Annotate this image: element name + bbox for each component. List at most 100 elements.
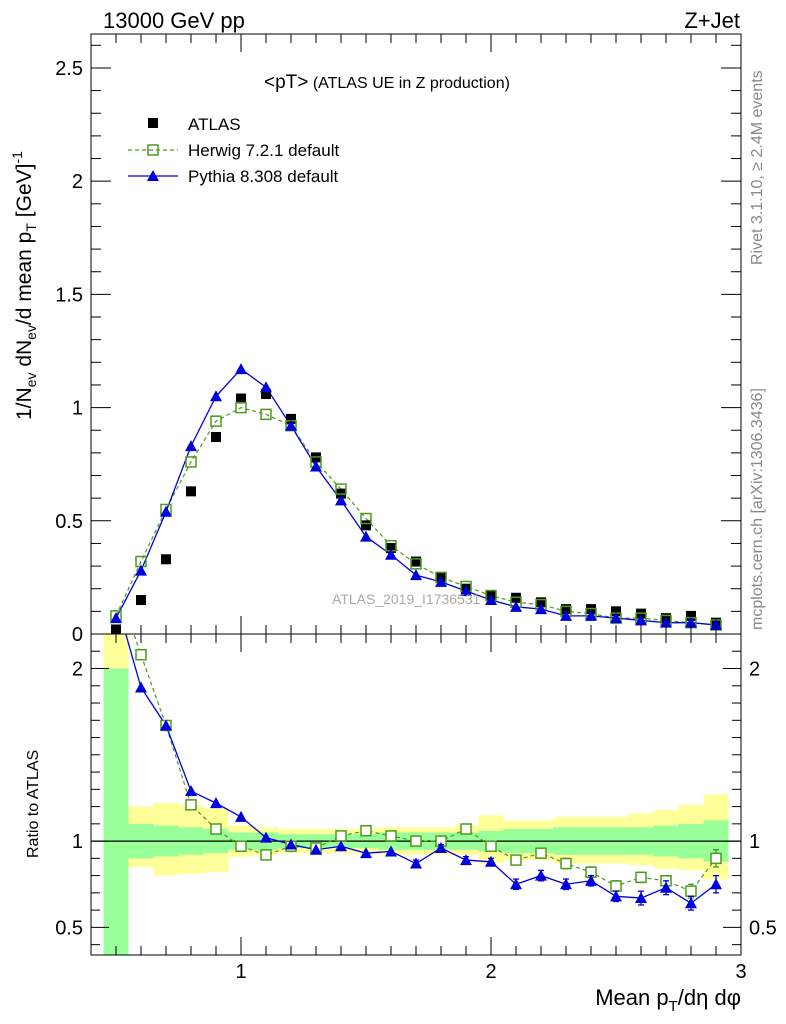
pythia-ratio-point bbox=[610, 890, 622, 902]
pythia-point bbox=[135, 564, 147, 576]
pythia-point bbox=[335, 494, 347, 506]
pythia-point bbox=[485, 594, 497, 606]
atlas-point bbox=[686, 610, 696, 621]
ratio-xtick-label: 1 bbox=[235, 961, 246, 983]
pythia-ratio-point bbox=[185, 785, 197, 797]
herwig-point bbox=[335, 483, 347, 495]
herwig-ratio-point bbox=[560, 857, 572, 870]
pythia-point bbox=[385, 548, 397, 560]
ratio-ylabel: Ratio to ATLAS bbox=[25, 750, 42, 858]
pythia-ratio-point bbox=[660, 881, 672, 893]
atlas-point bbox=[361, 520, 371, 531]
atlas-point bbox=[611, 606, 621, 617]
atlas-point bbox=[211, 432, 221, 443]
herwig-ratio-point bbox=[710, 852, 722, 865]
pythia-point bbox=[660, 616, 672, 628]
pythia-ratio-point bbox=[535, 869, 547, 881]
herwig-point bbox=[185, 456, 197, 468]
pythia-point bbox=[535, 603, 547, 615]
pythia-point bbox=[610, 612, 622, 624]
herwig-ratio-point bbox=[185, 799, 197, 811]
pythia-point bbox=[560, 609, 572, 621]
herwig-point bbox=[360, 512, 372, 525]
herwig-ratio-point bbox=[111, 577, 121, 587]
main-panel: ATLAS_2019_I1736531 0 0.5 1 1.5 2 2.5 <pT> (A… bbox=[9, 33, 742, 646]
herwig-ratio-point bbox=[385, 830, 397, 842]
ratio-ytick-label-right: 1 bbox=[749, 831, 760, 853]
pythia-point bbox=[110, 612, 122, 624]
ratio-ytick-label: 0.5 bbox=[55, 917, 83, 939]
mcplots-label: mcplots.cern.ch [arXiv:1306.3436] bbox=[749, 388, 766, 630]
herwig-ratio-point bbox=[260, 849, 272, 861]
herwig-ratio-point bbox=[460, 823, 472, 835]
ratio-ytick-label: 2 bbox=[72, 659, 83, 681]
watermark: ATLAS_2019_I1736531 bbox=[332, 591, 481, 607]
pythia-ratio-point bbox=[685, 897, 697, 909]
herwig-point bbox=[260, 408, 272, 421]
ratio-xtick-label: 2 bbox=[485, 961, 496, 983]
legend-atlas-label: ATLAS bbox=[188, 115, 241, 134]
pythia-point bbox=[710, 618, 722, 630]
pythia-ratio-point bbox=[560, 878, 572, 890]
legend-herwig-marker bbox=[147, 144, 159, 156]
main-ytick-label: 2.5 bbox=[55, 58, 83, 80]
pythia-ratio-point bbox=[435, 842, 447, 853]
pythia-point bbox=[360, 530, 372, 542]
atlas-point bbox=[261, 389, 271, 399]
pythia-ratio-point bbox=[635, 892, 647, 904]
herwig-ratio-point bbox=[360, 824, 372, 837]
legend-pythia-label: Pythia 8.308 default bbox=[188, 167, 339, 186]
atlas-point bbox=[136, 595, 146, 606]
herwig-ratio-point bbox=[135, 648, 147, 661]
pythia-ratio-point bbox=[360, 847, 372, 859]
pythia-ratio-point bbox=[485, 855, 497, 867]
herwig-point bbox=[235, 401, 247, 414]
main-ytick-label: 0 bbox=[72, 624, 83, 646]
herwig-ratio-point bbox=[510, 854, 522, 866]
ratio-panel: 0.5 0.5 1 1 2 2 1 2 3 Ratio to ATLAS Mean pT/dη … bbox=[25, 577, 777, 1015]
pythia-ratio-point bbox=[510, 878, 522, 890]
herwig-line bbox=[115, 406, 717, 626]
atlas-point bbox=[286, 413, 296, 424]
ratio-xtick-label: 3 bbox=[735, 961, 746, 983]
main-title: <pT> (ATLAS UE in Z production) bbox=[264, 72, 510, 93]
rivet-label: Rivet 3.1.10, ≥ 2.4M events bbox=[749, 70, 766, 265]
pythia-point bbox=[585, 609, 597, 621]
pythia-point bbox=[685, 616, 697, 628]
ratio-ytick-label: 1 bbox=[72, 831, 83, 853]
herwig-point bbox=[410, 558, 422, 570]
main-ylabel: 1/Nev dNev/d mean pT [GeV]-1 bbox=[9, 151, 39, 420]
herwig-ratio-point bbox=[610, 880, 622, 892]
pythia-ratio-point bbox=[110, 593, 122, 604]
ratio-frame bbox=[90, 633, 742, 956]
pythia-ratio-point bbox=[310, 843, 322, 855]
pythia-point bbox=[185, 440, 197, 452]
pythia-line bbox=[115, 368, 717, 626]
pythia-ratio-point bbox=[335, 840, 347, 852]
header-left: 13000 GeV pp bbox=[103, 8, 245, 33]
herwig-ratio-point bbox=[535, 847, 547, 859]
main-ytick-label: 2 bbox=[72, 171, 83, 193]
ratio-ytick-label-right: 2 bbox=[749, 659, 760, 681]
main-ytick-label: 1.5 bbox=[55, 284, 83, 306]
main-ytick-label: 1 bbox=[72, 398, 83, 420]
herwig-ratio-point bbox=[485, 840, 497, 853]
herwig-point bbox=[210, 415, 222, 427]
pythia-ratio-point bbox=[385, 845, 397, 857]
pythia-ratio-point bbox=[410, 857, 422, 869]
pythia-ratio-point bbox=[285, 838, 297, 850]
pythia-ratio-point bbox=[135, 681, 147, 693]
pythia-point bbox=[160, 505, 172, 517]
atlas-point bbox=[561, 604, 571, 615]
atlas-point bbox=[536, 597, 546, 608]
pythia-ratio-point bbox=[210, 797, 222, 809]
legend-pythia-marker bbox=[147, 170, 159, 181]
legend-atlas-marker bbox=[148, 118, 158, 128]
pythia-point bbox=[460, 584, 472, 596]
pythia-point bbox=[310, 460, 322, 472]
atlas-point bbox=[411, 556, 421, 567]
herwig-ratio-point bbox=[410, 835, 422, 847]
herwig-ratio-point bbox=[210, 823, 222, 835]
herwig-ratio-point bbox=[335, 830, 347, 842]
